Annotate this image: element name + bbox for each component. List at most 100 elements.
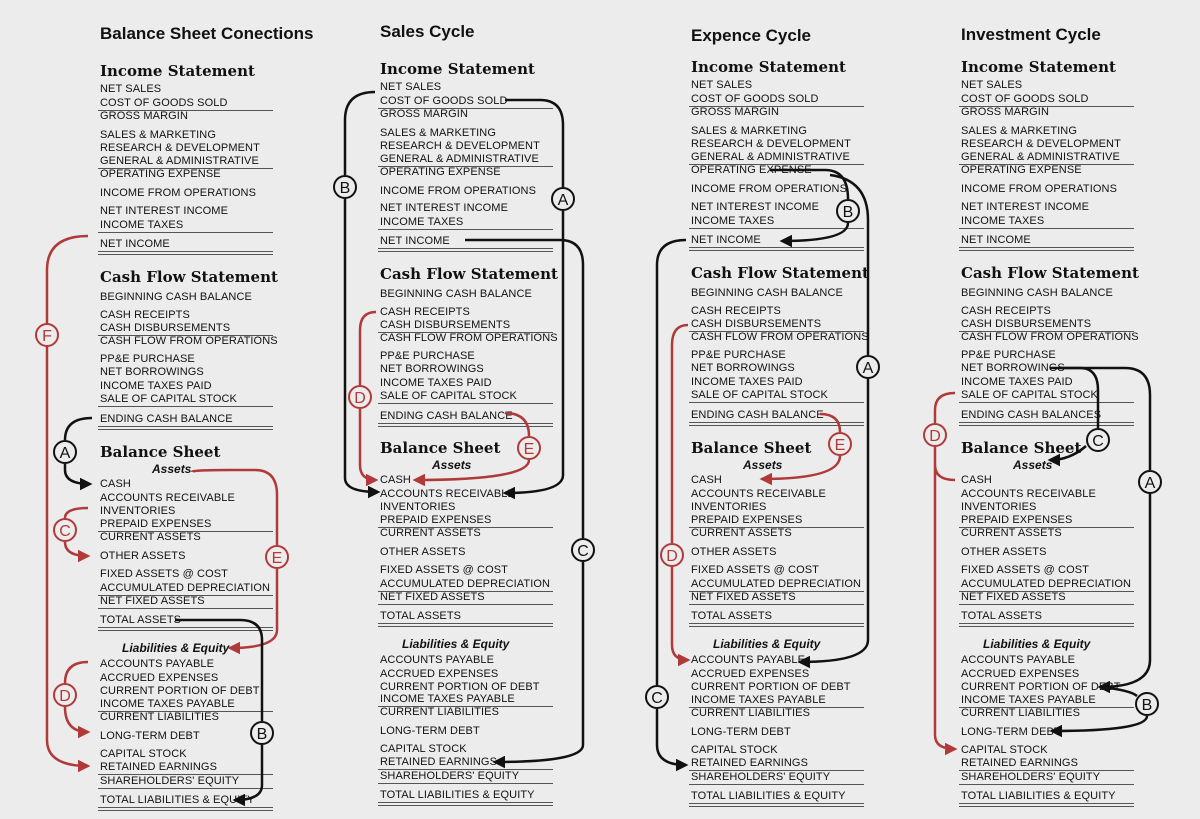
double-rule xyxy=(959,623,1134,627)
flow-a-arrow: A xyxy=(53,416,92,484)
cash-flow-row: ENDING CASH BALANCE xyxy=(100,413,233,425)
liability-row: RETAINED EARNINGS xyxy=(380,756,498,769)
income-statement-row: GROSS MARGIN xyxy=(380,107,468,120)
rule-line xyxy=(689,784,864,785)
arrow-path xyxy=(933,391,955,749)
arrow-path xyxy=(415,411,531,480)
liability-row: CURRENT PORTION OF DEBT xyxy=(961,681,1121,693)
liability-row: ACCRUED EXPENSES xyxy=(691,668,810,680)
double-rule xyxy=(378,622,553,627)
rule-line xyxy=(959,106,1134,107)
cash-flow-row: BEGINNING CASH BALANCE xyxy=(961,287,1113,299)
rule-line xyxy=(959,604,1134,605)
asset-row: NET FIXED ASSETS xyxy=(691,591,796,603)
flow-f-arrow: F xyxy=(35,234,91,773)
flow-d-arrow: D xyxy=(348,310,376,480)
flow-label-circle xyxy=(53,683,77,707)
cash-flow-heading: Cash Flow Statement xyxy=(380,265,558,284)
flow-label-circle xyxy=(856,355,880,379)
asset-row: ACCOUNTS RECEIVABLE xyxy=(961,488,1096,500)
flow-label: C xyxy=(59,523,71,540)
income-statement-row: NET INTEREST INCOME xyxy=(961,201,1090,213)
flow-label: B xyxy=(843,204,854,221)
income-statement-row: COST OF GOODS SOLD xyxy=(961,93,1089,105)
liability-row: LONG-TERM DEBT xyxy=(961,726,1061,738)
rule-line xyxy=(98,531,273,532)
asset-row: FIXED ASSETS @ COST xyxy=(961,564,1089,576)
cash-flow-row: ENDING CASH BALANCE xyxy=(691,409,824,421)
asset-row: FIXED ASSETS @ COST xyxy=(100,568,228,580)
asset-row: PREPAID EXPENSES xyxy=(380,514,492,527)
rule-line xyxy=(959,228,1134,229)
flow-label-circle xyxy=(828,432,852,456)
flow-c-arrow: C xyxy=(645,238,686,765)
rule-line xyxy=(689,527,864,528)
liabilities-equity-label: Liabilities & Equity xyxy=(402,636,510,651)
asset-row: INVENTORIES xyxy=(380,501,456,514)
income-statement-row: COST OF GOODS SOLD xyxy=(100,97,228,109)
liability-row: LONG-TERM DEBT xyxy=(100,730,200,742)
double-rule xyxy=(959,247,1134,251)
liability-row: RETAINED EARNINGS xyxy=(961,757,1079,769)
flow-label: B xyxy=(1142,697,1153,714)
arrow-path xyxy=(63,506,88,556)
income-statement-row: GROSS MARGIN xyxy=(100,110,188,122)
rule-line xyxy=(689,106,864,107)
income-statement-row: GENERAL & ADMINISTRATIVE xyxy=(100,155,259,167)
cash-flow-row: CASH DISBURSEMENTS xyxy=(380,318,511,331)
income-statement-row: OPERATING EXPENSE xyxy=(380,165,501,178)
double-rule xyxy=(689,623,864,627)
flow-a-arrow: A xyxy=(800,173,880,662)
cash-flow-row: SALE OF CAPITAL STOCK xyxy=(691,389,828,401)
flow-label-circle xyxy=(517,436,541,460)
flow-e-arrow: E xyxy=(190,468,289,648)
cash-flow-row: BEGINNING CASH BALANCE xyxy=(100,291,252,303)
income-statement-row: INCOME FROM OPERATIONS xyxy=(100,187,257,199)
asset-row: INVENTORIES xyxy=(961,501,1037,513)
income-statement-row: INCOME FROM OPERATIONS xyxy=(961,183,1118,195)
cash-flow-row: INCOME TAXES PAID xyxy=(100,380,212,392)
income-statement-row: INCOME TAXES xyxy=(691,215,775,227)
cash-flow-row: INCOME TAXES PAID xyxy=(691,376,803,388)
rule-line xyxy=(378,706,553,708)
income-statement-row: INCOME TAXES xyxy=(380,216,464,229)
liability-row: INCOME TAXES PAYABLE xyxy=(961,694,1096,706)
income-statement-row: NET INCOME xyxy=(100,238,170,250)
flow-label-circle xyxy=(1138,470,1162,494)
asset-row: ACCUMULATED DEPRECIATION xyxy=(100,582,271,594)
double-rule xyxy=(378,248,553,253)
double-rule xyxy=(98,251,273,255)
cash-flow-row: SALE OF CAPITAL STOCK xyxy=(100,393,237,405)
liability-row: ACCOUNTS PAYABLE xyxy=(961,654,1076,666)
cash-flow-row: PP&E PURCHASE xyxy=(691,349,786,361)
liability-row: LONG-TERM DEBT xyxy=(380,725,480,738)
arrow-path xyxy=(190,468,279,648)
cash-flow-row: NET BORROWINGS xyxy=(100,366,204,378)
arrow-path xyxy=(358,310,376,480)
double-rule xyxy=(378,422,553,427)
liability-row: CURRENT LIABILITIES xyxy=(380,706,500,719)
rule-line xyxy=(98,774,273,775)
double-rule xyxy=(689,803,864,807)
income-statement-row: INCOME TAXES xyxy=(100,219,184,231)
asset-row: PREPAID EXPENSES xyxy=(691,514,803,526)
income-statement-row: SALES & MARKETING xyxy=(380,126,497,139)
income-statement-row: RESEARCH & DEVELOPMENT xyxy=(100,142,260,154)
flow-e-arrow: E xyxy=(415,411,541,480)
rule-line xyxy=(98,232,273,233)
liability-row: ACCOUNTS PAYABLE xyxy=(380,653,495,666)
asset-row: ACCOUNTS RECEIVABLE xyxy=(691,488,826,500)
balance-sheet-heading: Balance Sheet xyxy=(691,439,812,457)
arrow-path xyxy=(1060,366,1152,687)
cash-flow-row: PP&E PURCHASE xyxy=(380,349,475,362)
cash-flow-row: CASH FLOW FROM OPERATIONS xyxy=(961,331,1139,343)
arrow-path xyxy=(63,660,88,732)
asset-row: NET FIXED ASSETS xyxy=(380,590,485,603)
liability-row: CURRENT PORTION OF DEBT xyxy=(691,681,851,693)
income-statement-row: OPERATING EXPENSE xyxy=(961,164,1082,176)
asset-row: TOTAL ASSETS xyxy=(100,614,182,626)
liability-row: TOTAL LIABILITIES & EQUITY xyxy=(100,794,255,806)
liability-row: CURRENT LIABILITIES xyxy=(961,707,1081,719)
income-statement-row: COST OF GOODS SOLD xyxy=(691,93,819,105)
income-statement-row: COST OF GOODS SOLD xyxy=(380,94,508,107)
